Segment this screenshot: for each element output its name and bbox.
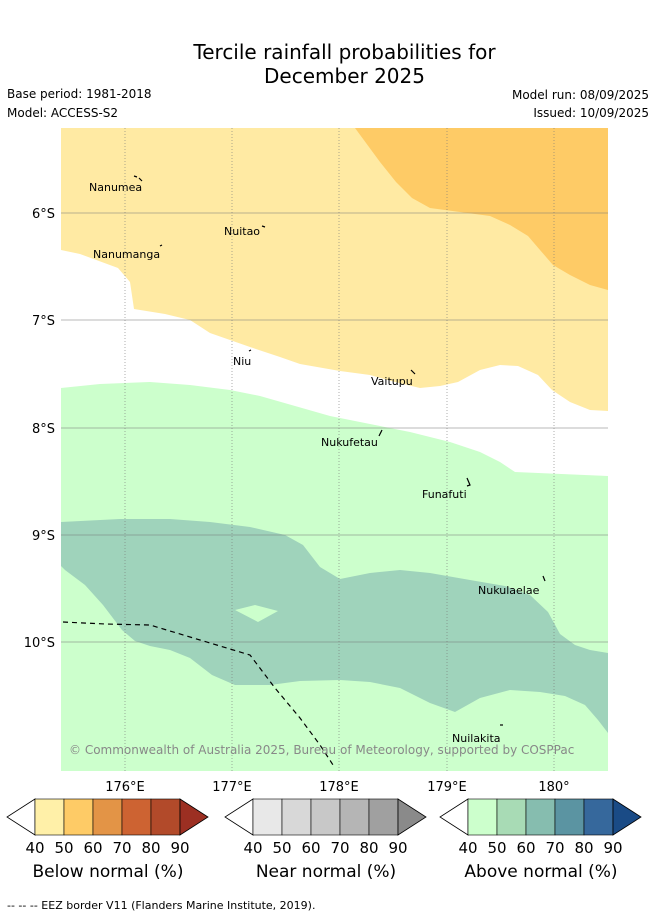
below-normal-legend-title: Below normal (%) <box>32 862 184 882</box>
below-legend-tick: 60 <box>83 839 102 857</box>
lon-label-180: 180° <box>538 780 569 795</box>
above-legend-high-arrow <box>612 798 642 836</box>
below-legend-high-arrow <box>179 798 209 836</box>
map-fill <box>61 128 608 771</box>
lat-label-10s: 10°S <box>24 636 55 651</box>
above-legend-tick: 40 <box>458 839 477 857</box>
copyright-text: © Commonwealth of Australia 2025, Bureau… <box>69 743 574 757</box>
above-legend-low-arrow <box>439 798 469 836</box>
above-legend-swatch <box>525 798 556 836</box>
above-normal-inner-patch <box>235 605 278 622</box>
map-title: Tercile rainfall probabilities for Decem… <box>0 40 655 88</box>
near-legend-tick: 70 <box>330 839 349 857</box>
near-normal-legend-title: Near normal (%) <box>255 862 397 882</box>
above-legend-tick: 90 <box>603 839 622 857</box>
island-label-nukulaelae: Nukulaelae <box>478 584 540 597</box>
lon-label-178e: 178°E <box>319 780 359 795</box>
near-legend-tick: 90 <box>388 839 407 857</box>
above-legend-tick: 50 <box>487 839 506 857</box>
below-legend-tick: 90 <box>170 839 189 857</box>
near-legend-tick: 60 <box>301 839 320 857</box>
eez-footnote: -- -- -- EEZ border V11 (Flanders Marine… <box>7 899 316 912</box>
island-label-vaitupu: Vaitupu <box>371 375 413 388</box>
above-normal-50-region <box>61 519 608 733</box>
above-legend-tick: 70 <box>545 839 564 857</box>
near-legend-tick: 80 <box>359 839 378 857</box>
title-line-1: Tercile rainfall probabilities for <box>193 40 496 64</box>
below-legend-tick: 70 <box>112 839 131 857</box>
near-legend-swatch <box>339 798 370 836</box>
island-label-nanumanga: Nanumanga <box>93 248 160 261</box>
island-label-nuitao: Nuitao <box>224 225 260 238</box>
island-label-nuilakita: Nuilakita <box>452 732 501 745</box>
above-legend-tick: 80 <box>574 839 593 857</box>
issued-date: Issued: 10/09/2025 <box>533 106 649 120</box>
lat-label-8s: 8°S <box>32 422 55 437</box>
near-legend-tick: 50 <box>272 839 291 857</box>
near-legend-swatch <box>368 798 399 836</box>
island-label-funafuti: Funafuti <box>422 488 467 501</box>
above-legend-tick: 60 <box>516 839 535 857</box>
lat-label-7s: 7°S <box>32 314 55 329</box>
near-legend-low-arrow <box>224 798 254 836</box>
near-legend-high-arrow <box>397 798 427 836</box>
near-legend-swatch <box>310 798 341 836</box>
below-legend-swatch <box>92 798 123 836</box>
island-marks <box>133 175 546 726</box>
above-legend-swatch <box>496 798 527 836</box>
lon-label-176e: 176°E <box>105 780 145 795</box>
below-legend-swatch <box>121 798 152 836</box>
below-legend-swatch <box>150 798 181 836</box>
model-run: Model run: 08/09/2025 <box>511 88 649 102</box>
base-period: Base period: 1981-2018 <box>7 87 152 101</box>
below-normal-50-region <box>355 128 608 290</box>
colorbars: 40 50 60 70 80 90 40 50 60 70 80 90 40 50 60 70 80 90 <box>6 798 642 857</box>
below-legend-low-arrow <box>6 798 36 836</box>
island-label-nanumea: Nanumea <box>89 181 142 194</box>
lon-label-177e: 177°E <box>212 780 252 795</box>
model-name: Model: ACCESS-S2 <box>7 106 119 120</box>
lat-label-9s: 9°S <box>32 529 55 544</box>
above-legend-swatch <box>467 798 498 836</box>
island-label-nukufetau: Nukufetau <box>321 436 378 449</box>
below-legend-swatch <box>34 798 65 836</box>
eez-border <box>62 621 336 769</box>
title-line-2: December 2025 <box>264 64 425 88</box>
below-legend-swatch <box>63 798 94 836</box>
lat-label-6s: 6°S <box>32 207 55 222</box>
near-legend-swatch <box>281 798 312 836</box>
below-legend-tick: 50 <box>54 839 73 857</box>
near-legend-swatch <box>252 798 283 836</box>
above-legend-swatch <box>583 798 614 836</box>
island-label-niu: Niu <box>233 355 251 368</box>
lon-label-179e: 179°E <box>427 780 467 795</box>
gridlines <box>61 128 608 771</box>
below-legend-tick: 40 <box>25 839 44 857</box>
above-normal-legend-title: Above normal (%) <box>464 862 618 882</box>
near-legend-tick: 40 <box>243 839 262 857</box>
below-legend-tick: 80 <box>141 839 160 857</box>
above-legend-swatch <box>554 798 585 836</box>
